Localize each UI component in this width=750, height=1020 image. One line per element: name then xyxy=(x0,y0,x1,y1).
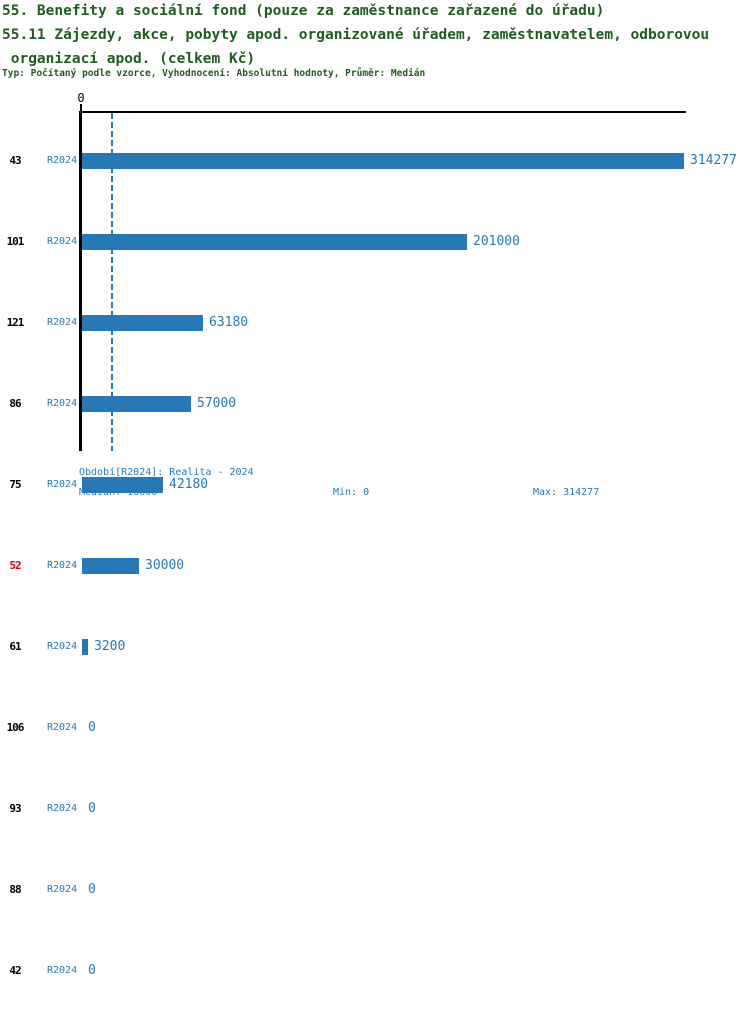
chart-row: 121 R2024 63180 xyxy=(0,311,750,335)
row-value-label: 63180 xyxy=(209,315,249,330)
bar-chart-rows: 43 R2024 314277 101 R2024 201000 121 R20… xyxy=(0,111,750,1020)
row-bar xyxy=(82,153,684,169)
chart-row: 52 R2024 30000 xyxy=(0,554,750,578)
row-value-label: 0 xyxy=(88,720,96,735)
row-category-label: 88 xyxy=(9,883,21,896)
footer-median-label: Medián: 16600 xyxy=(79,487,158,498)
row-period-label: R2024 xyxy=(47,479,78,490)
row-category-label: 101 xyxy=(6,235,25,248)
x-axis-zero-tick-label: 0 xyxy=(77,91,85,105)
row-category-label: 86 xyxy=(9,397,21,410)
chart-row: 75 R2024 42180 xyxy=(0,473,750,497)
row-period-label: R2024 xyxy=(47,317,78,328)
row-bar xyxy=(82,396,191,412)
x-axis-zero-tick-mark xyxy=(80,104,82,111)
footer-max-label: Max: 314277 xyxy=(533,487,600,498)
row-category-label: 43 xyxy=(9,154,21,167)
row-category-label: 121 xyxy=(6,316,25,329)
page-title-line3: organizací apod. (celkem Kč) xyxy=(2,51,256,67)
row-period-label: R2024 xyxy=(47,155,78,166)
row-period-label: R2024 xyxy=(47,641,78,652)
chart-row: 101 R2024 201000 xyxy=(0,230,750,254)
footer-period-label: Období[R2024]: Realita - 2024 xyxy=(79,467,254,478)
chart-row: 61 R2024 3200 xyxy=(0,635,750,659)
median-reference-line xyxy=(111,113,113,451)
chart-row: 106 R2024 0 xyxy=(0,716,750,740)
footer-min-label: Min: 0 xyxy=(333,487,370,498)
row-period-label: R2024 xyxy=(47,803,78,814)
row-period-label: R2024 xyxy=(47,884,78,895)
x-axis-line xyxy=(80,111,686,113)
row-value-label: 0 xyxy=(88,963,96,978)
row-category-label: 106 xyxy=(6,721,25,734)
chart-row: 43 R2024 314277 xyxy=(0,149,750,173)
chart-row: 42 R2024 0 xyxy=(0,959,750,983)
page-title-line1: 55. Benefity a sociální fond (pouze za z… xyxy=(2,3,605,19)
chart-row: 93 R2024 0 xyxy=(0,797,750,821)
row-value-label: 57000 xyxy=(197,396,237,411)
row-category-label: 93 xyxy=(9,802,21,815)
row-bar xyxy=(82,558,139,574)
row-bar xyxy=(82,234,467,250)
row-value-label: 0 xyxy=(88,801,96,816)
chart-row: 88 R2024 0 xyxy=(0,878,750,902)
page-title-line2: 55.11 Zájezdy, akce, pobyty apod. organi… xyxy=(2,27,710,43)
row-bar xyxy=(82,477,163,493)
chart-subtitle: Typ: Počítaný podle vzorce, Vyhodnocení:… xyxy=(2,68,426,79)
chart-row: 86 R2024 57000 xyxy=(0,392,750,416)
row-category-label: 75 xyxy=(9,478,21,491)
row-period-label: R2024 xyxy=(47,236,78,247)
row-bar xyxy=(82,639,88,655)
row-period-label: R2024 xyxy=(47,398,78,409)
row-period-label: R2024 xyxy=(47,965,78,976)
row-value-label: 30000 xyxy=(145,558,185,573)
y-axis-line xyxy=(79,111,82,451)
row-value-label: 201000 xyxy=(473,234,520,249)
row-category-label: 42 xyxy=(9,964,21,977)
row-category-label: 61 xyxy=(9,640,21,653)
row-value-label: 42180 xyxy=(169,477,209,492)
row-value-label: 314277 xyxy=(690,153,737,168)
row-category-label: 52 xyxy=(9,559,21,572)
row-period-label: R2024 xyxy=(47,722,78,733)
row-value-label: 3200 xyxy=(94,639,126,654)
row-period-label: R2024 xyxy=(47,560,78,571)
row-bar xyxy=(82,315,203,331)
row-value-label: 0 xyxy=(88,882,96,897)
